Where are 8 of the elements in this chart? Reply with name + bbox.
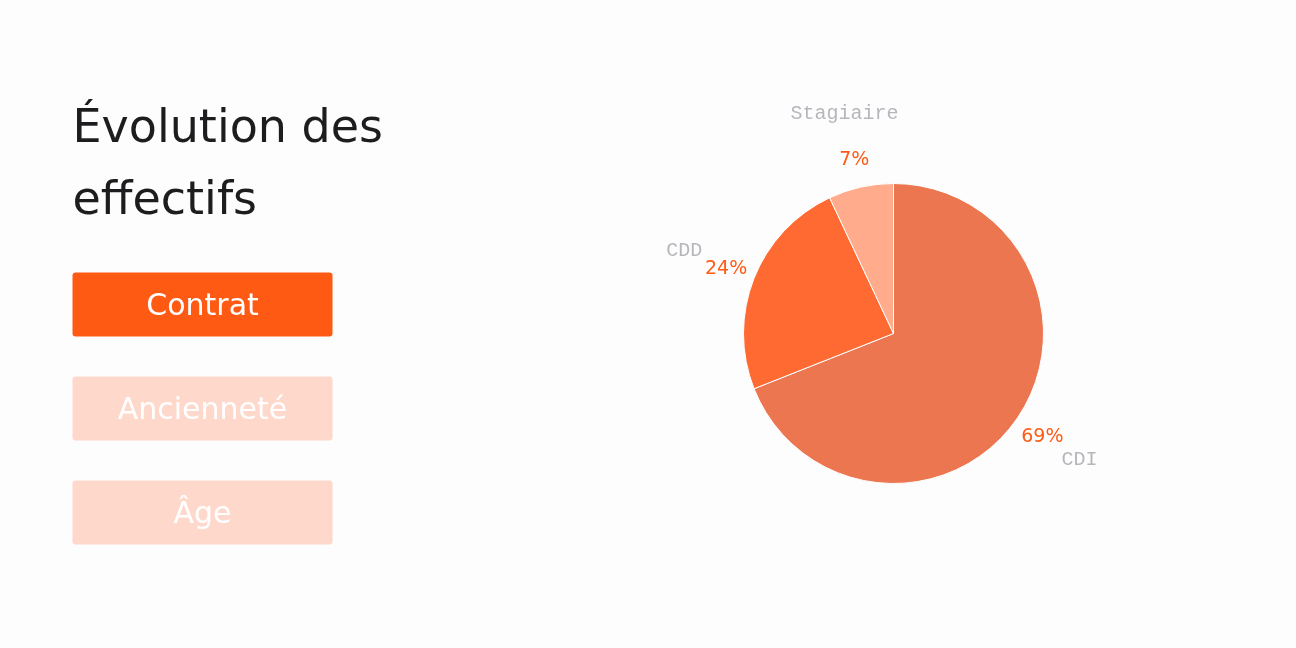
- slice-label: Stagiaire: [790, 102, 899, 126]
- data-label: 69%: [1021, 423, 1064, 446]
- data-label: 24%: [705, 256, 748, 279]
- slice-label: CDD: [666, 239, 703, 263]
- data-label: 7%: [839, 146, 870, 169]
- text: Évolution des effectifs: [72, 98, 384, 225]
- slice-label: CDI: [1061, 448, 1098, 472]
- text: Contrat: [146, 287, 260, 322]
